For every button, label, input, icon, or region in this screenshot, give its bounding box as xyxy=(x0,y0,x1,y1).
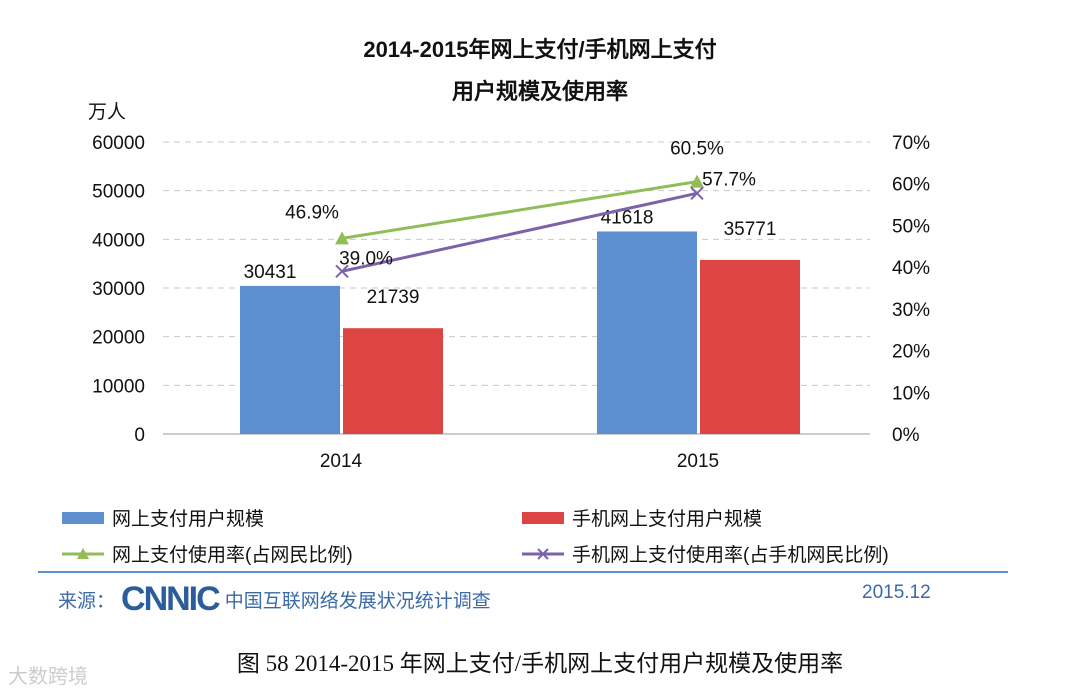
bar xyxy=(343,328,443,434)
x-marker xyxy=(690,186,704,201)
y2-tick-label: 70% xyxy=(892,133,930,154)
y-tick-label: 20000 xyxy=(92,328,145,349)
bar-data-label: 30431 xyxy=(244,262,297,283)
legend-label: 手机网上支付使用率(占手机网民比例) xyxy=(572,545,889,566)
y2-tick-label: 60% xyxy=(892,175,930,196)
x-tick-label: 2014 xyxy=(320,451,363,472)
legend-label: 网上支付使用率(占网民比例) xyxy=(112,545,353,566)
y-tick-label: 60000 xyxy=(92,133,145,154)
source-label: 来源： xyxy=(58,591,116,612)
legend-swatch xyxy=(522,511,564,524)
x-tick-label: 2015 xyxy=(677,451,719,472)
source-date: 2015.12 xyxy=(862,582,931,603)
series-line xyxy=(341,180,698,240)
triangle-marker xyxy=(690,174,704,188)
legend-swatch xyxy=(62,511,104,524)
bar xyxy=(597,231,697,434)
y2-tick-label: 40% xyxy=(892,258,930,279)
source-line: 来源： CNNIC 中国互联网络发展状况统计调查 xyxy=(58,580,491,619)
brand-watermark: 大数跨境 xyxy=(8,666,88,688)
chart-plot: 0 10000 20000 30000 40000 50000 60000 0% 10% 20% 3… xyxy=(88,101,930,472)
legend-triangle-marker-icon xyxy=(62,547,104,559)
y2-tick-label: 10% xyxy=(892,383,930,404)
source-org: 中国互联网络发展状况统计调查 xyxy=(224,591,491,612)
bar-data-label: 35771 xyxy=(724,219,777,240)
legend-item-bar-0: 网上支付用户规模 xyxy=(62,504,264,531)
triangle-marker xyxy=(335,231,349,245)
y-tick-label: 50000 xyxy=(92,182,145,203)
y2-tick-label: 0% xyxy=(892,425,920,446)
legend-item-line-1: 手机网上支付使用率(占手机网民比例) xyxy=(522,540,889,567)
chart-title-line2: 用户规模及使用率 xyxy=(451,79,628,104)
y-tick-label: 30000 xyxy=(92,279,145,300)
y-tick-label: 0 xyxy=(134,425,145,446)
line-data-label: 39.0% xyxy=(339,248,393,269)
y-axis-label: 万人 xyxy=(88,101,126,123)
y-tick-label: 10000 xyxy=(92,376,145,397)
bar xyxy=(240,285,340,434)
legend-item-bar-1: 手机网上支付用户规模 xyxy=(522,504,762,531)
series-line xyxy=(341,191,698,273)
cnnic-logo: CNNIC xyxy=(121,580,221,618)
chart-title-line1: 2014-2015年网上支付/手机网上支付 xyxy=(363,37,717,62)
bar-data-label: 41618 xyxy=(601,207,654,228)
footer-divider xyxy=(38,571,1008,573)
y-tick-label: 40000 xyxy=(92,230,145,251)
bar-data-label: 21739 xyxy=(367,287,420,308)
line-data-label: 57.7% xyxy=(702,169,756,190)
legend-x-marker-icon xyxy=(522,547,564,560)
y2-tick-label: 30% xyxy=(892,300,930,321)
legend-label: 网上支付用户规模 xyxy=(112,509,265,530)
line-data-label: 46.9% xyxy=(285,202,339,223)
legend-item-line-0: 网上支付使用率(占网民比例) xyxy=(62,540,353,567)
bar xyxy=(700,259,800,434)
y2-tick-label: 20% xyxy=(892,342,930,363)
figure-caption: 图 58 2014-2015 年网上支付/手机网上支付用户规模及使用率 xyxy=(236,651,844,676)
legend-label: 手机网上支付用户规模 xyxy=(572,509,763,530)
line-data-label: 60.5% xyxy=(670,139,724,160)
y2-tick-label: 50% xyxy=(892,216,930,237)
x-marker xyxy=(335,264,349,279)
